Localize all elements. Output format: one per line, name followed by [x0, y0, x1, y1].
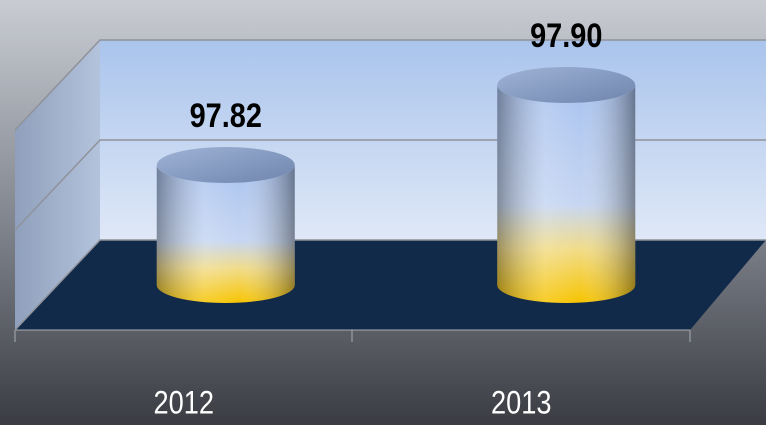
cylinder-shade [497, 85, 636, 303]
floor [15, 240, 766, 330]
cylinder-shade [156, 165, 295, 303]
cylinder-top [156, 147, 295, 183]
x-tick-label: 2013 [491, 385, 551, 421]
grid-line [14, 39, 766, 131]
value-label: 97.82 [190, 96, 262, 135]
plot: 2012 97.82 2013 97.90 [14, 16, 766, 421]
value-label: 97.90 [530, 16, 602, 55]
cylinder-top [497, 67, 636, 103]
x-tick-label: 2012 [154, 385, 214, 421]
